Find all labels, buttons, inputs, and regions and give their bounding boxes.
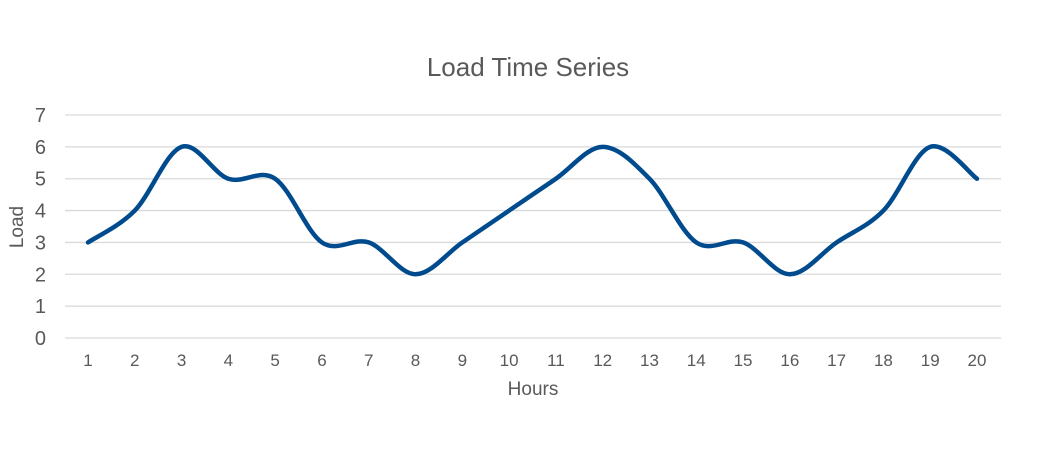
- x-tick-label: 19: [921, 351, 940, 370]
- x-tick-label: 5: [270, 351, 279, 370]
- x-tick-label: 4: [224, 351, 233, 370]
- chart-title: Load Time Series: [427, 52, 629, 82]
- x-tick-label: 18: [874, 351, 893, 370]
- x-tick-label: 16: [780, 351, 799, 370]
- y-tick-label: 6: [35, 137, 46, 159]
- x-tick-label: 7: [364, 351, 373, 370]
- y-tick-label: 3: [35, 232, 46, 254]
- x-axis-ticks: 1 2 3 4 5 6 7 8 9 10 11 12 13 14 15 16 17 18 19 20: [83, 351, 986, 370]
- x-tick-label: 13: [640, 351, 659, 370]
- x-tick-label: 14: [687, 351, 706, 370]
- y-tick-label: 7: [35, 105, 46, 127]
- y-axis-ticks: 0 1 2 3 4 5 6 7: [35, 105, 46, 350]
- y-tick-label: 4: [35, 201, 46, 223]
- x-tick-label: 11: [547, 351, 565, 370]
- x-tick-label: 8: [411, 351, 420, 370]
- x-tick-label: 10: [500, 351, 519, 370]
- series-layer: [85, 144, 980, 277]
- x-axis-label: Hours: [508, 379, 559, 400]
- y-tick-label: 2: [35, 264, 46, 286]
- x-tick-label: 9: [458, 351, 467, 370]
- y-tick-label: 1: [35, 296, 46, 318]
- y-tick-label: 5: [35, 169, 46, 191]
- x-tick-label: 12: [593, 351, 612, 370]
- x-tick-label: 17: [827, 351, 846, 370]
- x-tick-label: 2: [130, 351, 139, 370]
- x-tick-label: 6: [317, 351, 326, 370]
- gridlines: [65, 114, 1001, 339]
- series-line: [85, 144, 980, 277]
- y-axis-label: Load: [7, 206, 28, 248]
- y-tick-label: 0: [35, 328, 46, 350]
- x-tick-label: 15: [734, 351, 753, 370]
- x-tick-label: 1: [83, 351, 92, 370]
- x-tick-label: 20: [968, 351, 987, 370]
- x-tick-label: 3: [177, 351, 186, 370]
